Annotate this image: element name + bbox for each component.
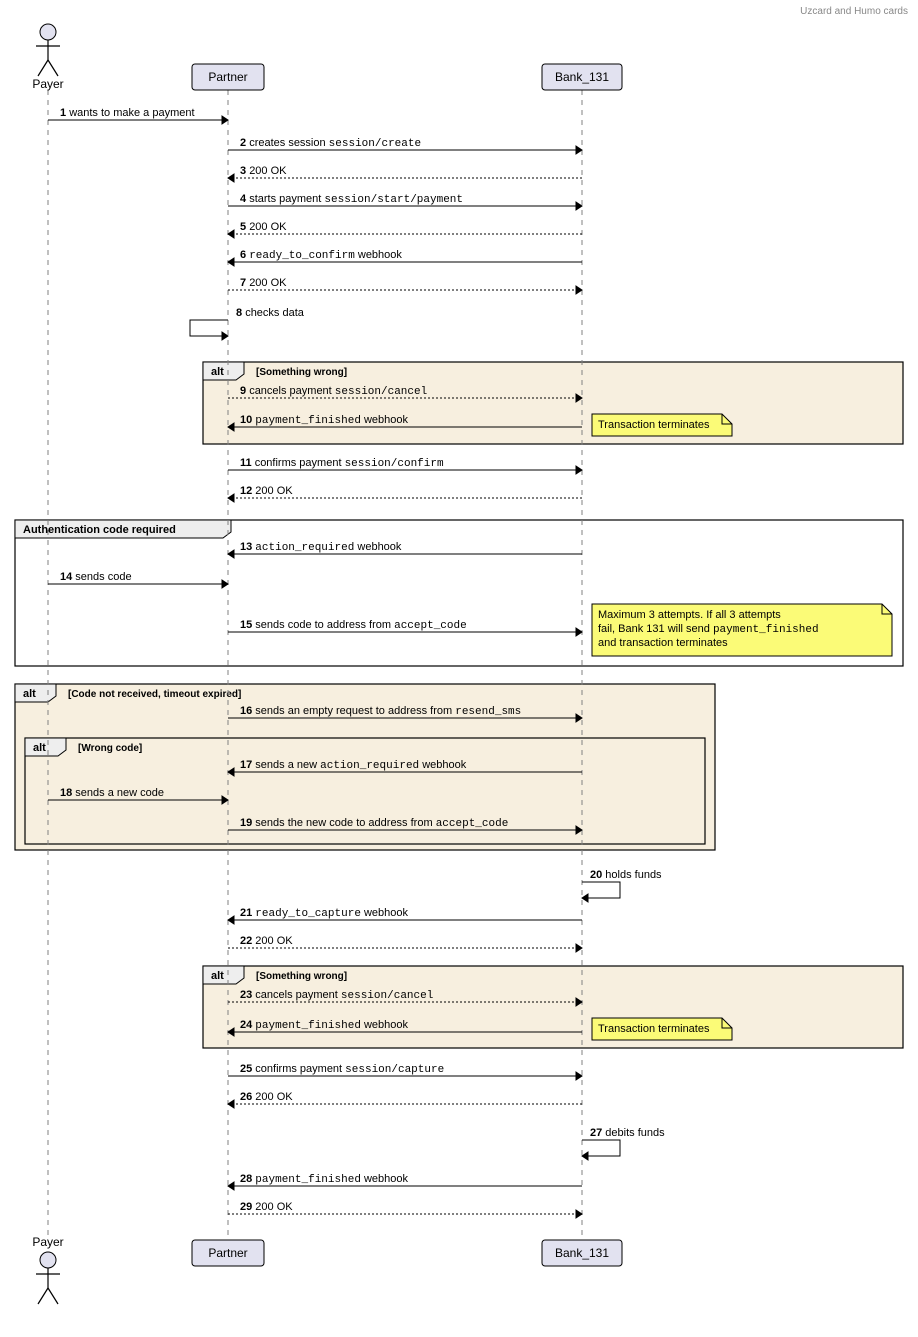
msg-29: 29 200 OK: [228, 1201, 582, 1214]
participant-bank-bottom: Bank_131: [542, 1240, 622, 1266]
svg-text:Bank_131: Bank_131: [555, 1246, 609, 1260]
svg-text:6 ready_to_confirm webhook: 6 ready_to_confirm webhook: [240, 249, 402, 262]
msg-3: 3 200 OK: [228, 165, 582, 178]
svg-text:23 cancels payment session/can: 23 cancels payment session/cancel: [240, 989, 433, 1002]
svg-text:28 payment_finished webhook: 28 payment_finished webhook: [240, 1173, 409, 1186]
svg-text:alt: alt: [23, 688, 36, 700]
participant-payer-bottom: Payer: [32, 1235, 63, 1304]
svg-text:26 200 OK: 26 200 OK: [240, 1091, 293, 1103]
msg-1: 1 wants to make a payment: [48, 107, 228, 120]
svg-text:Authentication code required: Authentication code required: [23, 524, 176, 536]
note-1: Maximum 3 attempts. If all 3 attempts fai…: [592, 604, 892, 656]
msg-8: 8 checks data: [190, 307, 305, 336]
svg-text:10 payment_finished webhook: 10 payment_finished webhook: [240, 414, 409, 427]
svg-text:25 confirms payment session/ca: 25 confirms payment session/capture: [240, 1063, 444, 1076]
note-0: Transaction terminates: [592, 414, 732, 436]
svg-text:alt: alt: [211, 970, 224, 982]
svg-text:14 sends code: 14 sends code: [60, 571, 132, 583]
msg-25: 25 confirms payment session/capture: [228, 1063, 582, 1076]
svg-text:24 payment_finished webhook: 24 payment_finished webhook: [240, 1019, 409, 1032]
svg-text:13 action_required webhook: 13 action_required webhook: [240, 541, 402, 554]
sequence-diagram: Uzcard and Humo cards alt [Something wrong…: [0, 0, 918, 1337]
svg-text:and transaction terminates: and transaction terminates: [598, 637, 728, 649]
svg-text:18 sends a new code: 18 sends a new code: [60, 787, 164, 799]
svg-text:Partner: Partner: [208, 1246, 247, 1260]
svg-text:12 200 OK: 12 200 OK: [240, 485, 293, 497]
frame-alt-4: alt [Something wrong]: [203, 966, 903, 1048]
msg-21: 21 ready_to_capture webhook: [228, 907, 582, 920]
svg-text:[Something wrong]: [Something wrong]: [256, 971, 347, 982]
svg-text:[Wrong code]: [Wrong code]: [78, 743, 142, 754]
msg-11: 11 confirms payment session/confirm: [228, 457, 582, 470]
svg-text:3 200 OK: 3 200 OK: [240, 165, 287, 177]
svg-text:29 200 OK: 29 200 OK: [240, 1201, 293, 1213]
svg-text:2 creates session session/crea: 2 creates session session/create: [240, 137, 421, 150]
svg-text:8 checks data: 8 checks data: [236, 307, 305, 319]
msg-2: 2 creates session session/create: [228, 137, 582, 150]
svg-text:1 wants to make a payment: 1 wants to make a payment: [60, 107, 195, 119]
svg-text:Payer: Payer: [32, 77, 63, 91]
svg-text:[Code not received, timeout ex: [Code not received, timeout expired]: [68, 689, 241, 700]
svg-text:[Something wrong]: [Something wrong]: [256, 367, 347, 378]
msg-6: 6 ready_to_confirm webhook: [228, 249, 582, 262]
participant-partner-top: Partner: [192, 64, 264, 90]
msg-27: 27 debits funds: [582, 1127, 665, 1156]
msg-7: 7 200 OK: [228, 277, 582, 290]
svg-text:9 cancels payment session/canc: 9 cancels payment session/cancel: [240, 385, 427, 398]
msg-26: 26 200 OK: [228, 1091, 582, 1104]
svg-text:Transaction terminates: Transaction terminates: [598, 419, 710, 431]
svg-text:Bank_131: Bank_131: [555, 70, 609, 84]
msg-28: 28 payment_finished webhook: [228, 1173, 582, 1186]
svg-text:27 debits funds: 27 debits funds: [590, 1127, 665, 1139]
note-2: Transaction terminates: [592, 1018, 732, 1040]
svg-text:Transaction terminates: Transaction terminates: [598, 1023, 710, 1035]
diagram-title: Uzcard and Humo cards: [800, 6, 908, 17]
msg-12: 12 200 OK: [228, 485, 582, 498]
svg-text:Payer: Payer: [32, 1235, 63, 1249]
svg-text:Maximum 3 attempts. If all 3 a: Maximum 3 attempts. If all 3 attempts: [598, 609, 781, 621]
msg-22: 22 200 OK: [228, 935, 582, 948]
svg-text:4 starts payment session/start: 4 starts payment session/start/payment: [240, 193, 463, 206]
svg-text:22 200 OK: 22 200 OK: [240, 935, 293, 947]
svg-text:Partner: Partner: [208, 70, 247, 84]
participant-payer-top: Payer: [32, 24, 63, 91]
svg-text:fail, Bank 131 will send payme: fail, Bank 131 will send payment_finishe…: [598, 623, 819, 636]
svg-text:alt: alt: [211, 366, 224, 378]
svg-text:11 confirms payment session/co: 11 confirms payment session/confirm: [240, 457, 444, 470]
frame-alt-0: alt [Something wrong]: [203, 362, 903, 444]
participant-bank-top: Bank_131: [542, 64, 622, 90]
participant-partner-bottom: Partner: [192, 1240, 264, 1266]
msg-4: 4 starts payment session/start/payment: [228, 193, 582, 206]
svg-text:20 holds funds: 20 holds funds: [590, 869, 662, 881]
svg-text:16 sends an empty request to a: 16 sends an empty request to address fro…: [240, 705, 521, 718]
svg-text:19 sends the new code to addre: 19 sends the new code to address from ac…: [240, 817, 508, 830]
svg-text:17 sends a new action_required: 17 sends a new action_required webhook: [240, 759, 467, 772]
msg-5: 5 200 OK: [228, 221, 582, 234]
msg-20: 20 holds funds: [582, 869, 662, 898]
svg-text:alt: alt: [33, 742, 46, 754]
svg-text:21 ready_to_capture webhook: 21 ready_to_capture webhook: [240, 907, 409, 920]
svg-text:5 200 OK: 5 200 OK: [240, 221, 287, 233]
svg-text:7 200 OK: 7 200 OK: [240, 277, 287, 289]
svg-text:15 sends code to address from: 15 sends code to address from accept_cod…: [240, 619, 467, 632]
